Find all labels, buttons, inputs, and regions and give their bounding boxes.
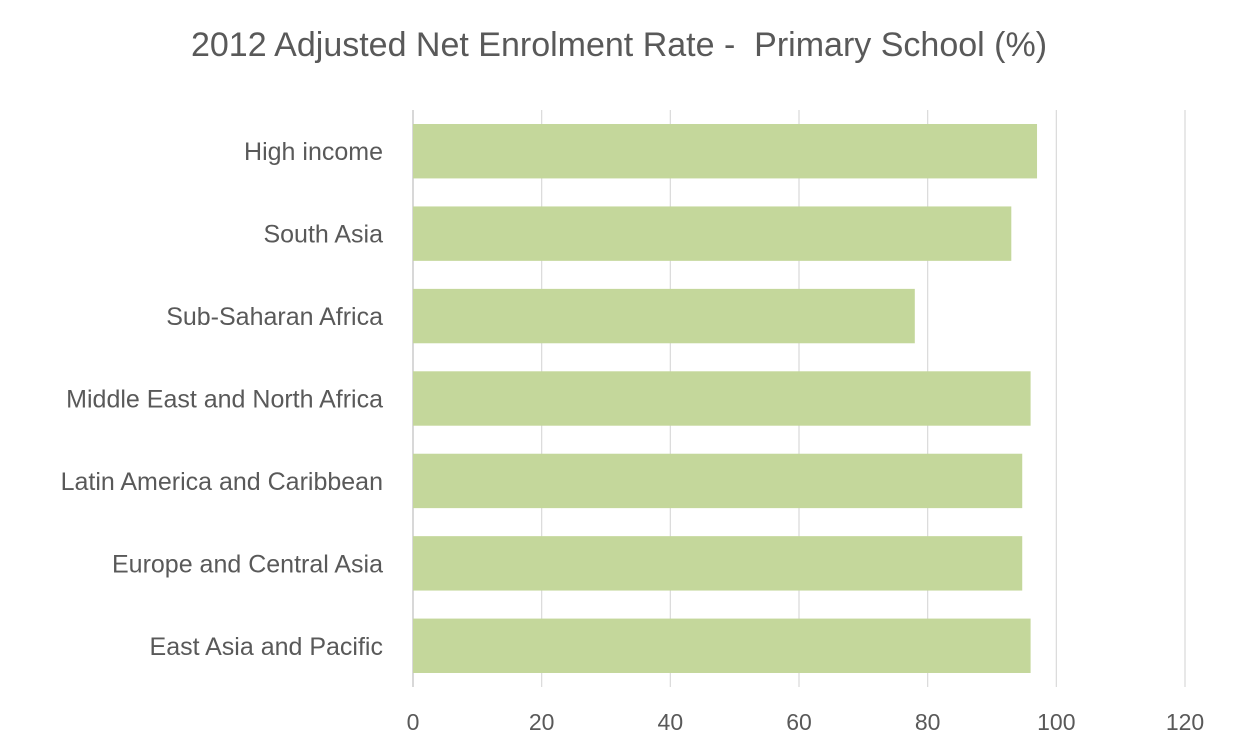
x-tick-label: 60 — [786, 709, 812, 735]
category-label: East Asia and Pacific — [150, 633, 383, 661]
category-label: Latin America and Caribbean — [61, 468, 383, 496]
bar — [413, 536, 1023, 591]
x-tick-label: 80 — [915, 709, 941, 735]
bar — [413, 206, 1012, 261]
category-label: Middle East and North Africa — [66, 386, 383, 414]
chart-title: 2012 Adjusted Net Enrolment Rate - Prima… — [190, 26, 1048, 64]
x-axis-tick-labels: 0 20 40 60 80 100 120 — [407, 709, 1205, 735]
bar — [413, 124, 1038, 179]
bar — [413, 618, 1031, 673]
x-tick-label: 120 — [1166, 709, 1204, 735]
bars — [413, 124, 1038, 673]
x-tick-label: 0 — [407, 709, 420, 735]
x-tick-label: 40 — [658, 709, 684, 735]
category-label: Europe and Central Asia — [112, 550, 383, 578]
category-label: South Asia — [263, 221, 383, 249]
category-labels: High income South Asia Sub-Saharan Africa M… — [61, 138, 384, 661]
x-tick-label: 100 — [1037, 709, 1075, 735]
bar — [413, 371, 1031, 426]
category-label: Sub-Saharan Africa — [166, 303, 383, 331]
bar — [413, 288, 915, 344]
bar — [413, 453, 1023, 509]
x-tick-label: 20 — [529, 709, 555, 735]
category-label: High income — [244, 138, 383, 166]
